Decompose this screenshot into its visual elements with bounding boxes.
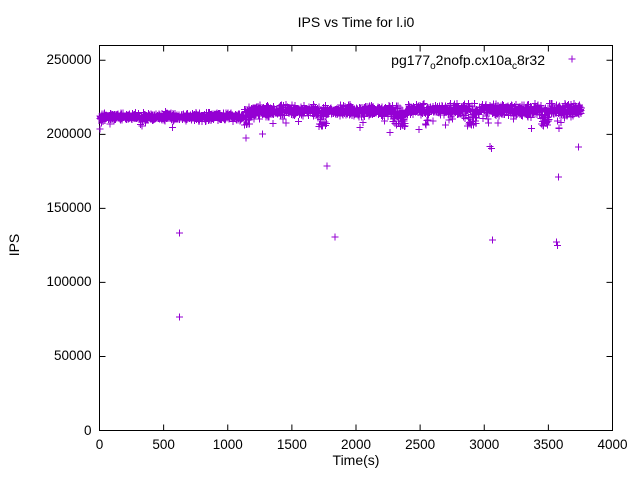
axis-ticks bbox=[99, 45, 613, 431]
x-axis-label: Time(s) bbox=[332, 452, 380, 468]
x-tick-label: 0 bbox=[95, 436, 104, 452]
y-tick-label: 100000 bbox=[46, 274, 92, 290]
y-tick-label: 150000 bbox=[46, 200, 92, 216]
x-tick-label: 3000 bbox=[469, 436, 500, 452]
y-tick-label: 250000 bbox=[46, 52, 92, 68]
legend-entry: pg177o2nofp.cx10ac8r32 bbox=[330, 52, 545, 72]
scatter-points-series-0 bbox=[96, 100, 585, 321]
x-tick-label: 3500 bbox=[533, 436, 564, 452]
y-tick-label: 200000 bbox=[46, 126, 92, 142]
x-tick-label: 1500 bbox=[276, 436, 307, 452]
legend-label: pg177o2nofp.cx10ac8r32 bbox=[391, 52, 545, 72]
y-tick-label: 0 bbox=[83, 422, 92, 438]
legend-marker-icon bbox=[568, 55, 576, 63]
x-tick-label: 2000 bbox=[340, 436, 372, 452]
chart-title: IPS vs Time for l.i0 bbox=[297, 14, 415, 30]
x-tick-label: 4000 bbox=[597, 436, 628, 452]
x-tick-label: 500 bbox=[152, 436, 175, 452]
x-tick-label: 2500 bbox=[405, 436, 436, 452]
x-tick-label: 1000 bbox=[212, 436, 243, 452]
y-tick-label: 50000 bbox=[53, 348, 92, 364]
